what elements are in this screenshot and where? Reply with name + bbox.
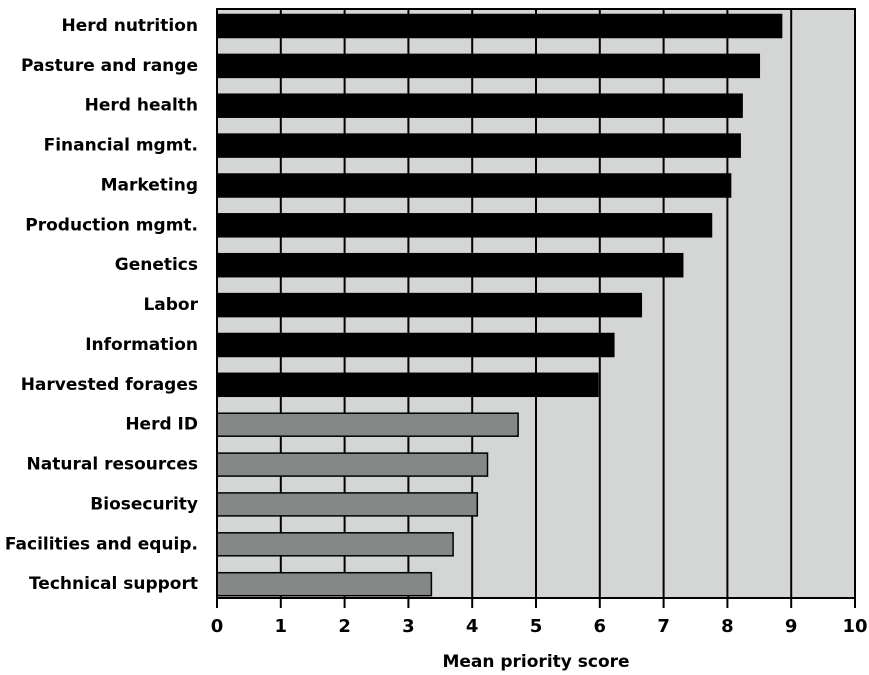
bar — [216, 53, 761, 79]
x-tick-label: 1 — [275, 616, 288, 637]
category-label: Labor — [143, 295, 198, 315]
bar — [216, 213, 713, 238]
bar — [216, 372, 599, 398]
bar — [216, 492, 479, 517]
category-label: Technical support — [29, 574, 198, 594]
category-label: Marketing — [101, 176, 198, 196]
bar — [216, 13, 783, 39]
bar — [216, 332, 615, 358]
x-tick-label: 10 — [842, 616, 867, 637]
category-label: Production mgmt. — [25, 215, 198, 235]
category-label: Herd ID — [125, 415, 198, 435]
bar — [216, 571, 433, 597]
category-label: Financial mgmt. — [44, 136, 198, 156]
x-tick-label: 5 — [530, 616, 543, 637]
category-labels: Herd nutrition Pasture and range Herd heal… — [5, 16, 199, 594]
category-label: Herd nutrition — [61, 16, 198, 36]
plot-frame — [216, 8, 856, 599]
bar — [216, 452, 489, 477]
category-label: Genetics — [115, 255, 198, 275]
bar — [216, 173, 732, 198]
x-tick-label: 0 — [211, 616, 224, 637]
category-label: Herd health — [85, 96, 198, 116]
x-tick-label: 4 — [466, 616, 479, 637]
bar — [216, 532, 454, 557]
x-tick-label: 3 — [402, 616, 415, 637]
category-label: Harvested forages — [21, 375, 198, 395]
category-label: Pasture and range — [21, 56, 198, 76]
x-axis: 0 1 2 3 4 5 6 7 8 9 10 — [211, 598, 868, 637]
x-tick-label: 9 — [785, 616, 798, 637]
bar — [216, 93, 743, 118]
category-label: Natural resources — [27, 455, 198, 475]
x-tick-label: 7 — [657, 616, 670, 637]
bar — [216, 252, 684, 278]
bar — [216, 292, 643, 318]
x-tick-label: 6 — [594, 616, 607, 637]
x-tick-label: 2 — [338, 616, 351, 637]
category-label: Facilities and equip. — [5, 534, 198, 554]
category-label: Biosecurity — [90, 494, 198, 514]
x-axis-title: Mean priority score — [442, 652, 629, 672]
bar — [216, 412, 519, 437]
bar — [216, 133, 741, 158]
x-tick-label: 8 — [721, 616, 734, 637]
category-label: Information — [85, 335, 198, 355]
